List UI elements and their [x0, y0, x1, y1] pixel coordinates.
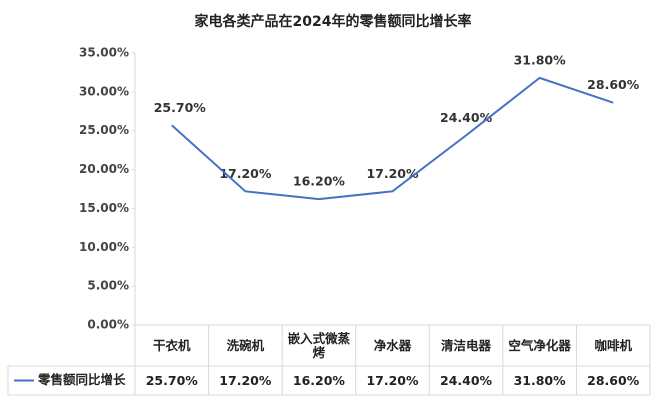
data-label: 17.20% [219, 166, 272, 181]
y-tick-label: 10.00% [79, 240, 129, 254]
data-label: 17.20% [366, 166, 419, 181]
y-tick-label: 35.00% [79, 46, 129, 60]
y-tick-label: 20.00% [79, 162, 129, 176]
x-tick-label: 干衣机 [153, 337, 191, 353]
x-tick-label: 净水器 [373, 337, 412, 353]
y-tick-label: 25.00% [79, 123, 129, 137]
table-value: 24.40% [440, 372, 493, 388]
x-tick-label: 清洁电器 [441, 337, 492, 353]
y-tick-label: 15.00% [79, 201, 129, 215]
table-value: 16.20% [292, 372, 345, 388]
data-label: 28.60% [587, 77, 640, 92]
x-tick-label: 咖啡机 [594, 337, 632, 353]
chart-title: 家电各类产品在2024年的零售额同比增长率 [195, 13, 472, 30]
line-series [171, 76, 614, 201]
table-value: 25.70% [145, 372, 198, 388]
y-tick-label: 0.00% [87, 318, 129, 332]
table-value: 17.20% [219, 372, 272, 388]
data-label: 24.40% [440, 110, 493, 125]
data-label: 16.20% [293, 174, 346, 189]
x-tick-label: 洗碗机 [226, 337, 265, 353]
legend-label: 零售额同比增长 [37, 372, 126, 387]
x-tick-label: 空气净化器 [508, 337, 571, 353]
table-value: 28.60% [587, 372, 640, 388]
table-value: 31.80% [513, 372, 566, 388]
y-tick-label: 30.00% [79, 84, 129, 98]
data-label: 31.80% [514, 52, 567, 67]
x-tick-label: 嵌入式微蒸烤 [287, 330, 351, 360]
table-value: 17.20% [366, 372, 419, 388]
y-tick-label: 5.00% [87, 279, 129, 293]
data-label: 25.70% [154, 100, 207, 115]
